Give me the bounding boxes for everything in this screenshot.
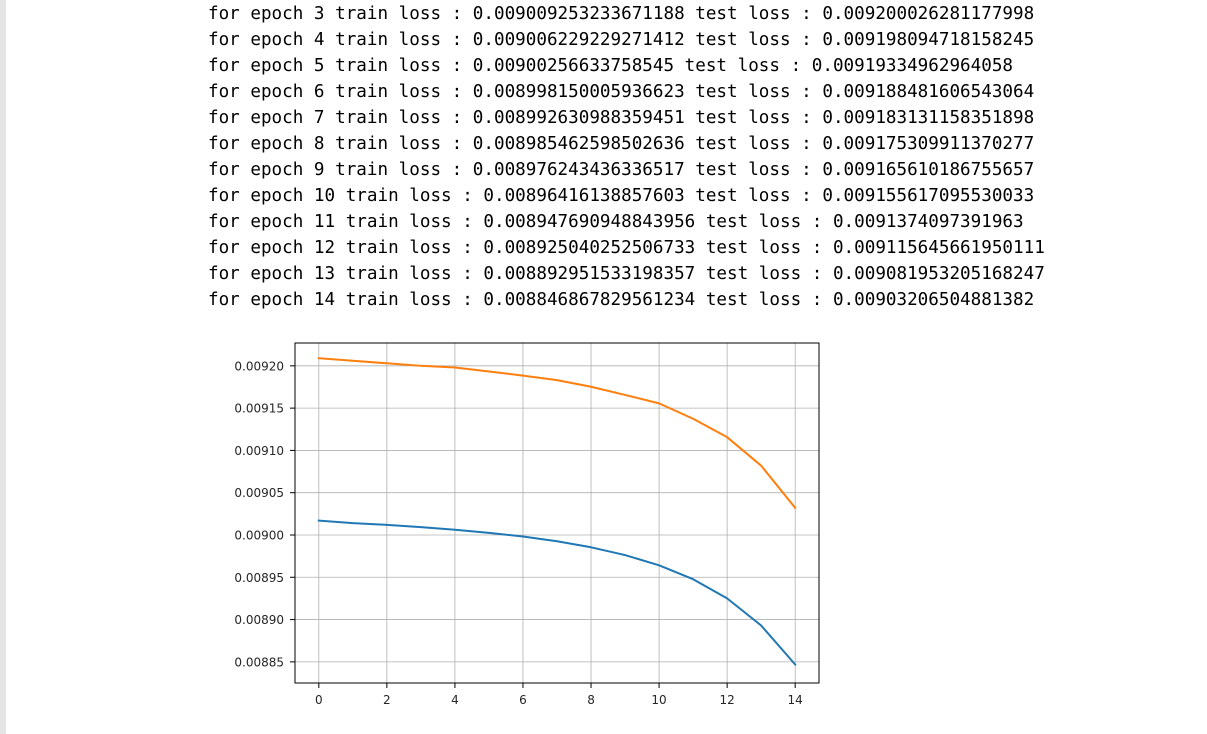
cell-output: for epoch 3 train loss : 0.0090092532336… xyxy=(208,0,1198,313)
x-tick-label: 2 xyxy=(383,693,391,707)
plot-frame xyxy=(294,342,820,684)
x-tick-label: 6 xyxy=(519,693,527,707)
y-tick-label: 0.00885 xyxy=(234,655,284,669)
y-tick-label: 0.00905 xyxy=(234,486,284,500)
training-log: for epoch 3 train loss : 0.0090092532336… xyxy=(208,0,1198,313)
x-tick-label: 10 xyxy=(651,693,666,707)
x-tick-label: 0 xyxy=(315,693,323,707)
log-line-epoch-10: for epoch 10 train loss : 0.008964161388… xyxy=(208,186,1035,206)
chart-grid xyxy=(295,343,819,683)
y-tick-label: 0.00900 xyxy=(234,528,284,542)
log-line-epoch-5: for epoch 5 train loss : 0.0090025663375… xyxy=(208,56,1014,76)
loss-chart: 0 2 4 6 8 10 12 14 0.00885 0.00890 0.00895 0.00900 0… xyxy=(208,336,828,716)
log-line-epoch-4: for epoch 4 train loss : 0.0090062292292… xyxy=(208,30,1035,50)
loss-chart-svg: 0 2 4 6 8 10 12 14 0.00885 0.00890 0.00895 0.00900 0… xyxy=(208,336,828,716)
log-line-epoch-7: for epoch 7 train loss : 0.0089926309883… xyxy=(208,108,1035,128)
y-tick-label: 0.00910 xyxy=(234,444,284,458)
x-tick-label: 12 xyxy=(719,693,734,707)
test-loss-line xyxy=(317,357,797,510)
log-line-epoch-6: for epoch 6 train loss : 0.0089981500059… xyxy=(208,82,1035,102)
y-tick-label: 0.00890 xyxy=(234,613,284,627)
x-tick-label: 14 xyxy=(788,693,803,707)
y-tick-label: 0.00915 xyxy=(234,402,284,416)
chart-axes xyxy=(294,342,820,684)
train-loss-line xyxy=(317,519,797,666)
chart-background xyxy=(208,336,828,716)
log-line-epoch-13: for epoch 13 train loss : 0.008892951533… xyxy=(208,264,1045,284)
y-tick-label: 0.00895 xyxy=(234,571,284,585)
left-gutter xyxy=(0,0,6,734)
log-line-epoch-14: for epoch 14 train loss : 0.008846867829… xyxy=(208,290,1035,310)
x-tick-label: 4 xyxy=(451,693,459,707)
y-tick-label: 0.00920 xyxy=(234,359,284,373)
log-line-epoch-3: for epoch 3 train loss : 0.0090092532336… xyxy=(208,4,1035,24)
log-line-epoch-8: for epoch 8 train loss : 0.0089854625985… xyxy=(208,134,1035,154)
x-tick-label: 8 xyxy=(587,693,595,707)
log-line-epoch-9: for epoch 9 train loss : 0.0089762434363… xyxy=(208,160,1035,180)
log-line-epoch-11: for epoch 11 train loss : 0.008947690948… xyxy=(208,212,1024,232)
chart-series xyxy=(317,357,797,666)
chart-ticks: 0 2 4 6 8 10 12 14 0.00885 0.00890 0.00895 0.00900 0… xyxy=(234,359,802,707)
log-line-epoch-12: for epoch 12 train loss : 0.008925040252… xyxy=(208,238,1045,258)
